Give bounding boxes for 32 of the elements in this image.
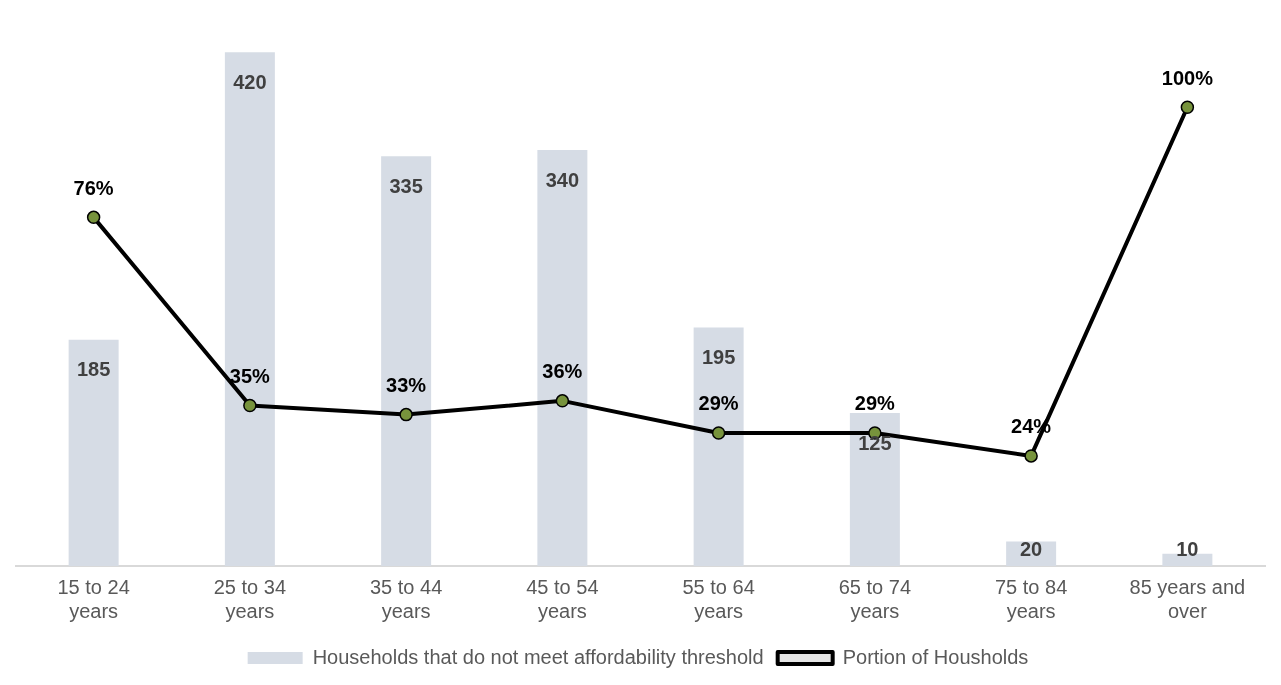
data-label: 100% bbox=[1161, 66, 1214, 89]
data-label: 340 bbox=[545, 168, 580, 191]
legend-label: Households that do not meet affordability threshold bbox=[312, 645, 764, 668]
data-label: 76% bbox=[73, 176, 114, 199]
data-label: 420 bbox=[233, 70, 267, 93]
data-label: 195 bbox=[701, 345, 736, 368]
data-label: 185 bbox=[76, 358, 111, 381]
point bbox=[555, 394, 570, 408]
data-label: 20 bbox=[1020, 537, 1043, 560]
x-tick-label: 45 to 54 years bbox=[526, 575, 599, 622]
legend-label: Portion of Housholds bbox=[842, 645, 1029, 668]
x-tick-label: 85 years and over bbox=[1129, 575, 1246, 622]
x-tick-label: 35 to 44 years bbox=[369, 575, 443, 622]
point bbox=[399, 407, 413, 422]
x-tick-label: 15 to 24 years bbox=[57, 575, 130, 622]
x-tick-label: 55 to 64 years bbox=[682, 575, 755, 622]
point bbox=[243, 398, 257, 413]
data-label: 29% bbox=[698, 392, 739, 415]
point bbox=[86, 210, 101, 225]
data-label: 36% bbox=[542, 360, 583, 383]
point bbox=[711, 426, 726, 440]
x-tick-label: 65 to 74 years bbox=[838, 575, 912, 622]
point bbox=[1024, 449, 1038, 463]
data-label: 125 bbox=[858, 431, 892, 454]
data-label: 335 bbox=[389, 174, 423, 197]
data-label: 33% bbox=[386, 374, 427, 397]
point bbox=[1180, 100, 1195, 114]
x-tick-label: 75 to 84 years bbox=[994, 575, 1068, 622]
x-tick-label: 25 to 34 years bbox=[213, 575, 287, 622]
data-label: 29% bbox=[854, 392, 896, 415]
data-label: 35% bbox=[229, 364, 271, 387]
data-label: 10 bbox=[1176, 537, 1199, 560]
